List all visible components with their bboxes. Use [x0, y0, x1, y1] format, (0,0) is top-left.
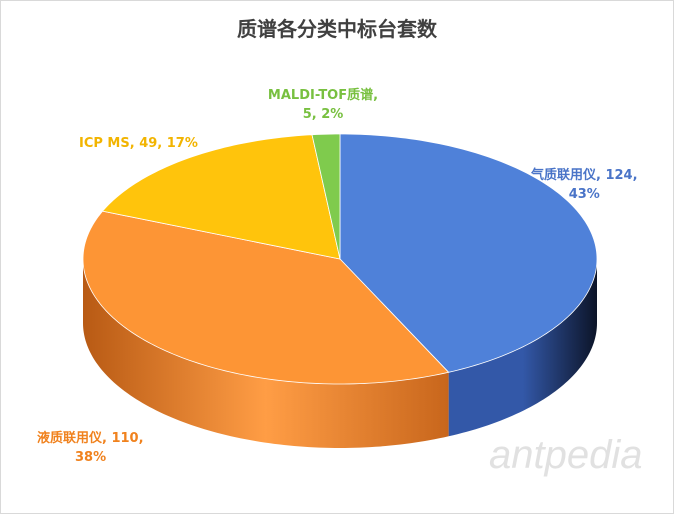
data-label-icp-ms: ICP MS, 49, 17% — [79, 134, 198, 153]
label-line: ICP MS, 49, 17% — [79, 136, 198, 151]
label-line: 液质联用仪, 110, — [37, 431, 144, 446]
data-label-gc-ms: 气质联用仪, 124, 43% — [531, 166, 638, 204]
pie-side-2 — [83, 259, 449, 448]
pie-slice-3[interactable] — [101, 134, 341, 260]
label-line: 5, 2% — [302, 107, 344, 122]
data-label-maldi-tof: MALDI-TOF质谱, 5, 2% — [253, 86, 393, 124]
label-line: 38% — [75, 450, 107, 465]
label-line: 43% — [568, 187, 600, 202]
pie-slice-4[interactable] — [311, 133, 341, 260]
label-line: 气质联用仪, 124, — [531, 168, 638, 183]
label-line: MALDI-TOF质谱, — [267, 88, 379, 103]
pie-slice-1[interactable] — [339, 133, 598, 373]
pie-slice-2[interactable] — [82, 210, 450, 385]
data-label-lc-ms: 液质联用仪, 110, 38% — [37, 429, 144, 467]
pie-side-1 — [448, 259, 597, 437]
chart-title: 质谱各分类中标台套数 — [237, 17, 437, 41]
watermark-logo: antpedia — [489, 433, 643, 477]
